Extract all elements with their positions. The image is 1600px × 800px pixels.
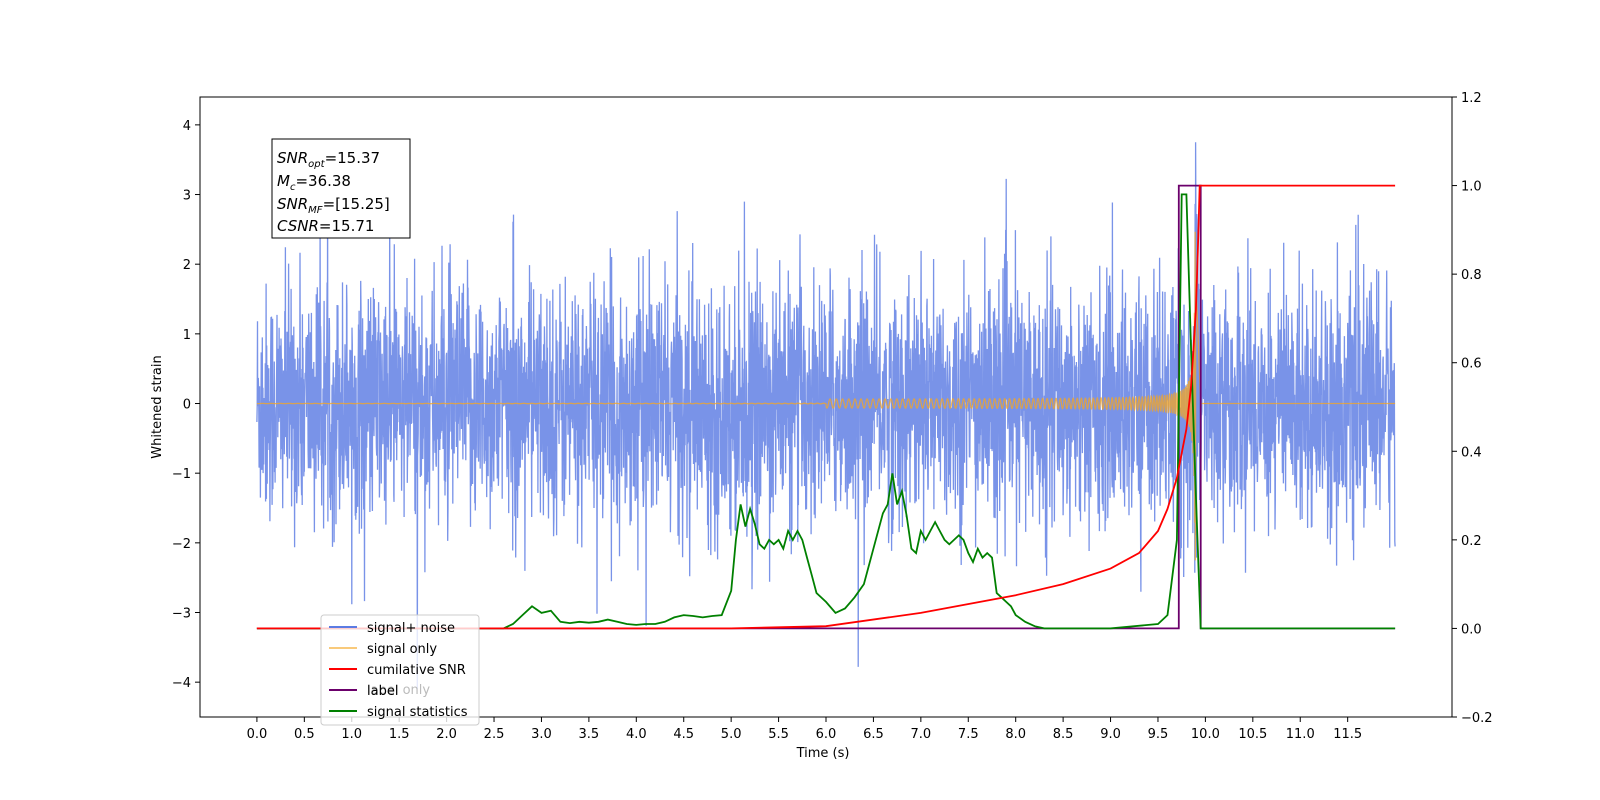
x-tick-label: 11.5 (1333, 727, 1362, 742)
y-tick-label: 4 (183, 119, 191, 134)
y2-tick-label: 0.0 (1461, 622, 1482, 637)
legend-entry-signal-only: signal only (367, 642, 437, 657)
legend-entry-label: label (367, 684, 398, 699)
legend-overlap-text: label only (367, 683, 430, 698)
y-tick-label: 1 (183, 328, 191, 343)
x-tick-label: 9.0 (1100, 727, 1121, 742)
x-tick-label: 10.5 (1238, 727, 1267, 742)
x-tick-label: 5.5 (768, 727, 789, 742)
x-tick-label: 7.0 (911, 727, 932, 742)
y-tick-label: 3 (183, 189, 191, 204)
series-signal-noise (256, 142, 1396, 690)
info-csnr: CSNR=15.71 (277, 217, 374, 235)
x-tick-label: 10.0 (1191, 727, 1220, 742)
y2-tick-label: 0.2 (1461, 534, 1482, 549)
x-tick-label: 0.0 (247, 727, 268, 742)
y-axis-label: Whitened strain (150, 355, 165, 458)
x-tick-label: 6.0 (816, 727, 837, 742)
x-tick-label: 1.5 (389, 727, 410, 742)
info-box: SNRopt=15.37 Mc=36.38 SNRMF=[15.25] CSNR… (271, 138, 411, 239)
series-signal-statistics (256, 193, 1396, 630)
legend: label only signal+ noise signal only cum… (320, 614, 480, 726)
x-tick-label: 1.0 (341, 727, 362, 742)
y2-tick-label: 0.4 (1461, 445, 1482, 460)
series-signal-only (256, 231, 1396, 561)
y-tick-label: 0 (183, 398, 191, 413)
y2-tick-label: 0.8 (1461, 268, 1482, 283)
x-tick-label: 2.0 (436, 727, 457, 742)
x-tick-label: 3.5 (579, 727, 600, 742)
x-axis: 0.0 0.5 1.0 1.5 2.0 2.5 3.0 3.5 4.0 4.5 5.0 5.5 6.0 6… (247, 717, 1362, 742)
y2-tick-label: 1.2 (1461, 91, 1482, 106)
x-tick-label: 0.5 (294, 727, 315, 742)
y2-tick-label: −0.2 (1461, 711, 1493, 726)
y-tick-label: −4 (172, 676, 191, 691)
plot-area (256, 142, 1396, 690)
y-tick-label: 2 (183, 258, 191, 273)
x-tick-label: 2.5 (484, 727, 505, 742)
info-mc: Mc=36.38 (277, 172, 351, 193)
x-tick-label: 9.5 (1148, 727, 1169, 742)
x-axis-label: Time (s) (796, 746, 850, 761)
y-tick-label: −1 (172, 467, 191, 482)
info-snr-opt: SNRopt=15.37 (277, 149, 380, 170)
legend-entry-signal-statistics: signal statistics (367, 705, 468, 720)
legend-entry-signal-noise: signal+ noise (367, 621, 455, 636)
x-tick-label: 6.5 (863, 727, 884, 742)
legend-entry-cumulative-snr: cumilative SNR (367, 663, 466, 678)
y2-tick-label: 1.0 (1461, 180, 1482, 195)
y-tick-label: −2 (172, 537, 191, 552)
x-tick-label: 11.0 (1286, 727, 1315, 742)
x-tick-label: 8.0 (1005, 727, 1026, 742)
y-tick-label: −3 (172, 607, 191, 622)
info-snr-mf: SNRMF=[15.25] (277, 195, 390, 216)
x-tick-label: 4.5 (673, 727, 694, 742)
x-tick-label: 7.5 (958, 727, 979, 742)
x-tick-label: 8.5 (1053, 727, 1074, 742)
y2-tick-label: 0.6 (1461, 357, 1482, 372)
x-tick-label: 3.0 (531, 727, 552, 742)
x-tick-label: 4.0 (626, 727, 647, 742)
y-axis-right: 1.2 1.0 0.8 0.6 0.4 0.2 0.0 −0.2 (1452, 91, 1493, 726)
x-tick-label: 5.0 (721, 727, 742, 742)
y-axis-left: 4 3 2 1 0 −1 −2 −3 −4 (172, 119, 200, 691)
series-layer (256, 142, 1396, 690)
series-cumilative-snr (256, 184, 1396, 630)
